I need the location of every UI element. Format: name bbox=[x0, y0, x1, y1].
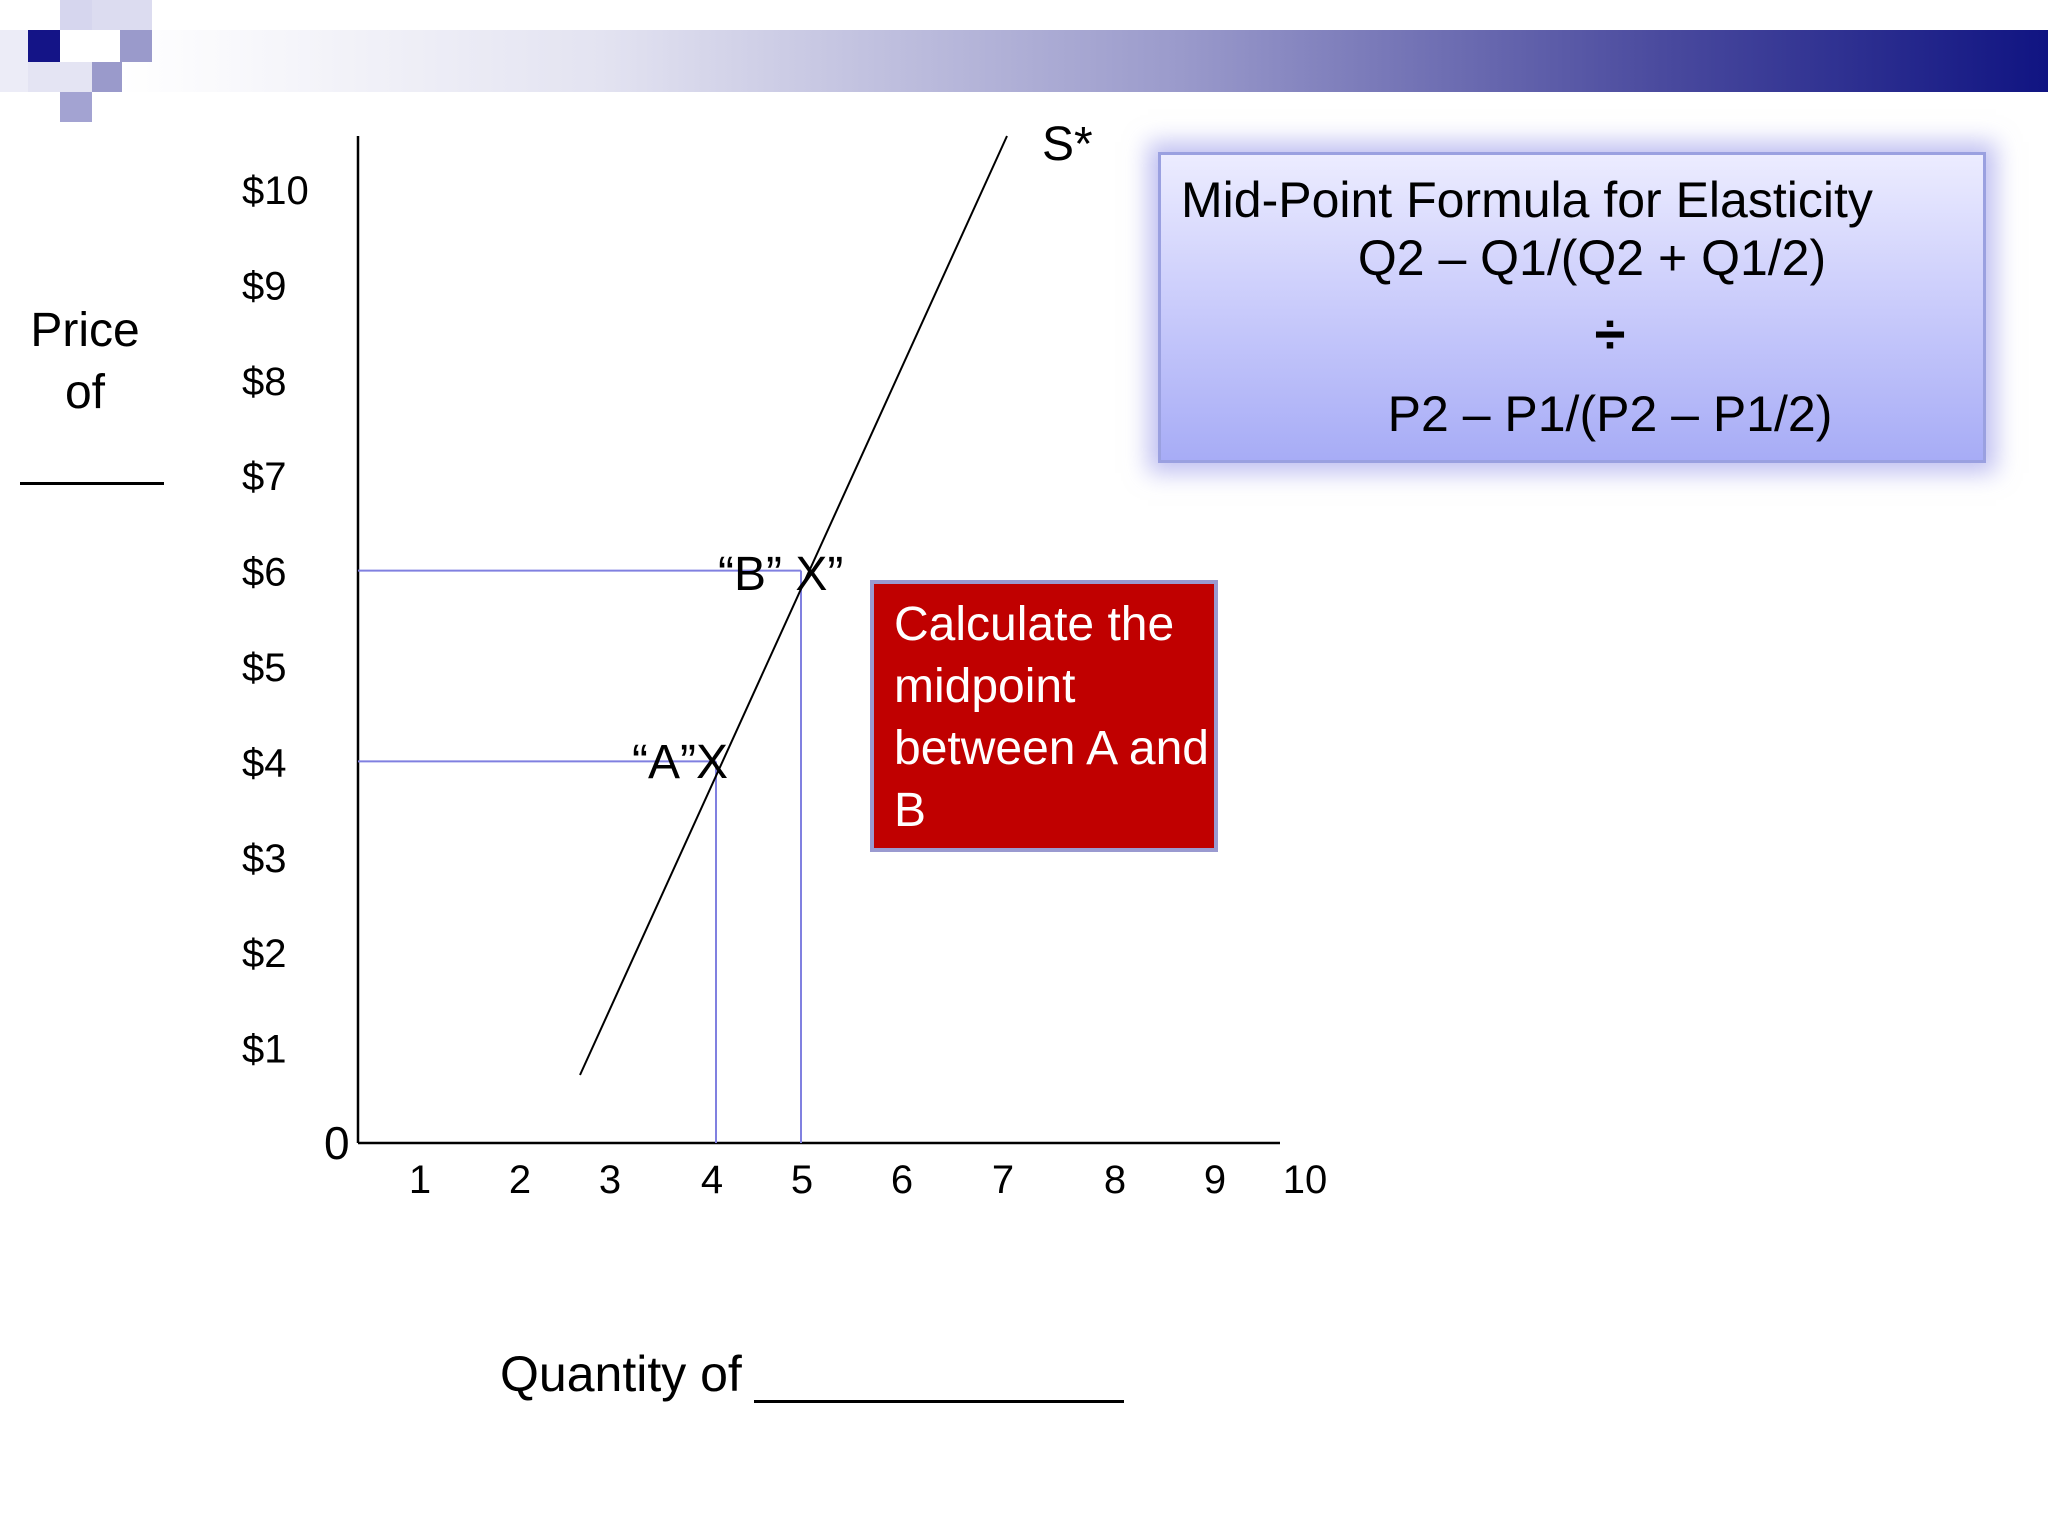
header-square-light bbox=[60, 0, 92, 30]
y-tick-label: $2 bbox=[242, 932, 287, 976]
y-axis-title: Price of bbox=[30, 304, 140, 419]
x-axis-title-text: Quantity of bbox=[500, 1346, 742, 1402]
formula-numerator: Q2 – Q1/(Q2 + Q1/2) bbox=[1357, 230, 1827, 286]
y-tick-label: $5 bbox=[242, 646, 287, 690]
formula-box: Mid-Point Formula for Elasticity Q2 – Q1… bbox=[1158, 152, 1986, 463]
point-label: “A”X bbox=[632, 736, 728, 789]
header-square-mid bbox=[60, 92, 92, 122]
header-square-light bbox=[0, 30, 28, 92]
x-tick-label: 10 bbox=[1283, 1158, 1328, 1202]
header-square-light bbox=[28, 62, 92, 92]
point-label: “B” X” bbox=[718, 548, 843, 601]
supply-curve bbox=[579, 135, 1008, 1076]
x-tick-label: 5 bbox=[791, 1158, 813, 1202]
y-tick-label: $8 bbox=[242, 360, 287, 404]
x-tick-label: 9 bbox=[1204, 1158, 1226, 1202]
x-axis-title-blank bbox=[753, 1348, 1124, 1403]
divide-sign: ÷ bbox=[1594, 302, 1626, 365]
origin-label: 0 bbox=[324, 1117, 350, 1169]
callout-text: Calculate the midpoint between A and B bbox=[894, 598, 1209, 837]
x-tick-label: 7 bbox=[992, 1158, 1014, 1202]
header-square-dark bbox=[28, 30, 60, 62]
y-tick-label: $3 bbox=[242, 837, 287, 881]
y-tick-label: $10 bbox=[242, 169, 309, 213]
x-tick-label: 3 bbox=[599, 1158, 621, 1202]
header-square-mid bbox=[92, 62, 122, 92]
y-tick-label: $9 bbox=[242, 264, 287, 308]
formula-title: Mid-Point Formula for Elasticity bbox=[1181, 172, 1873, 228]
y-tick-label: $1 bbox=[242, 1028, 287, 1072]
supply-chart: 0 $1 $2 $3 $4 $5 $6 $7 $8 $9 $10 1 2 3 4 5 6 7 8 9 10 S* “A”X “… bbox=[242, 118, 1328, 1202]
y-tick-label: $6 bbox=[242, 551, 287, 595]
y-tick-label: $7 bbox=[242, 455, 287, 499]
midpoint-callout: Calculate the midpoint between A and B bbox=[870, 580, 1218, 852]
header-square-mid bbox=[120, 30, 152, 62]
header-gradient-bar bbox=[120, 30, 2048, 92]
x-tick-label: 4 bbox=[701, 1158, 723, 1202]
y-axis-title-blank bbox=[20, 482, 164, 485]
y-tick-label: $4 bbox=[242, 741, 287, 785]
x-tick-label: 8 bbox=[1104, 1158, 1126, 1202]
header-square-light bbox=[92, 0, 152, 30]
formula-denominator: P2 – P1/(P2 – P1/2) bbox=[1387, 386, 1833, 442]
series-label: S* bbox=[1042, 118, 1093, 171]
x-axis-title: Quantity of bbox=[500, 1345, 1124, 1403]
x-tick-label: 2 bbox=[509, 1158, 531, 1202]
x-tick-label: 1 bbox=[409, 1158, 431, 1202]
x-tick-label: 6 bbox=[891, 1158, 913, 1202]
